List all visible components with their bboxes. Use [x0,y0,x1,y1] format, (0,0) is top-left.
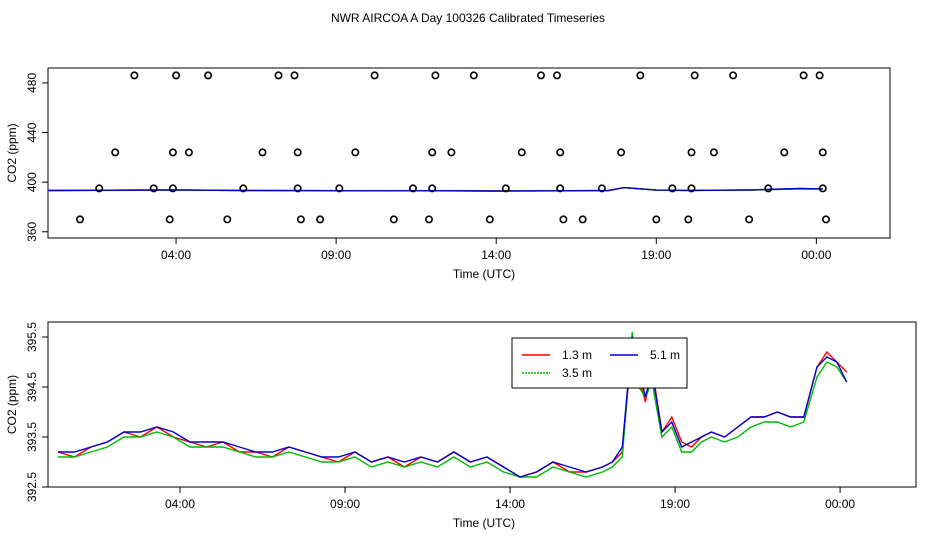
top-data-point [552,71,561,80]
top-data-point [258,148,267,157]
bottom-y-axis-label: CO2 (ppm) [5,375,19,434]
top-data-point [408,184,417,193]
bottom-series-line-5-1-m [57,336,848,478]
top-data-point [709,148,718,157]
top-data-point [424,215,433,224]
top-data-point [447,148,456,157]
top-data-point [687,148,696,157]
bottom-x-tick-label: 04:00 [165,497,195,511]
top-data-point [370,71,379,80]
top-data-point [780,148,789,157]
top-data-point [556,184,565,193]
top-data-point [764,184,773,193]
top-data-point [597,184,606,193]
top-y-axis-label: CO2 (ppm) [5,123,19,182]
top-x-tick-label: 19:00 [641,248,671,262]
top-plot-frame [47,67,891,239]
top-data-point [636,71,645,80]
top-data-point [690,71,699,80]
top-data-point [296,215,305,224]
top-data-point [389,215,398,224]
top-data-point [168,148,177,157]
bottom-y-tick-label: 394.5 [25,372,39,402]
top-data-point [517,148,526,157]
top-y-tick-label: 400 [25,172,39,192]
top-data-point [617,148,626,157]
top-data-point [799,71,808,80]
top-y-tick-label: 360 [25,221,39,241]
top-data-point [578,215,587,224]
top-data-point [652,215,661,224]
top-data-point [274,71,283,80]
top-series-line-5-1-m [48,186,823,192]
top-data-point [95,184,104,193]
top-data-point [821,215,830,224]
top-data-point [351,148,360,157]
top-panel: 04:00 09:00 14:00 19:00 00:00 360 400 440 480 Tim… [5,67,891,281]
top-x-tick-label: 00:00 [801,248,831,262]
top-data-point [668,184,677,193]
top-data-point [165,215,174,224]
top-data-point [684,215,693,224]
bottom-y-tick-label: 392.5 [25,472,39,502]
top-data-point [168,184,177,193]
bottom-legend: 1.3 m 3.5 m 5.1 m [511,337,688,389]
top-data-point [536,71,545,80]
top-data-point [815,71,824,80]
top-data-point [556,148,565,157]
top-data-point [335,184,344,193]
bottom-y-tick-label: 395.5 [25,322,39,352]
top-x-tick-label: 14:00 [481,248,511,262]
top-data-point [76,215,85,224]
top-x-tick-label: 04:00 [161,248,191,262]
top-data-point [485,215,494,224]
legend-label-5-1-m: 5.1 m [650,348,680,362]
bottom-x-tick-label: 14:00 [495,497,525,511]
bottom-x-tick-label: 19:00 [660,497,690,511]
top-data-point [428,184,437,193]
top-data-point [501,184,510,193]
top-data-point [293,148,302,157]
top-data-point [559,215,568,224]
legend-box [511,337,688,389]
top-y-tick-label: 440 [25,122,39,142]
top-data-point [172,71,181,80]
top-data-point [223,215,232,224]
bottom-y-tick-label: 393.5 [25,422,39,452]
bottom-plot-frame [47,321,917,488]
top-data-point [316,215,325,224]
bottom-x-axis-label: Time (UTC) [453,516,515,530]
top-data-point [239,184,248,193]
top-data-point [290,71,299,80]
top-data-point [111,148,120,157]
top-y-tick-label: 480 [25,73,39,93]
top-data-point [745,215,754,224]
legend-label-1-3-m: 1.3 m [562,348,592,362]
top-data-point [687,184,696,193]
top-data-point [431,71,440,80]
top-data-point [293,184,302,193]
top-data-point [428,148,437,157]
top-data-point [204,71,213,80]
top-x-tick-label: 09:00 [321,248,351,262]
legend-label-3-5-m: 3.5 m [562,366,592,380]
figure-title: NWR AIRCOA A Day 100326 Calibrated Times… [331,11,605,25]
top-data-point [130,71,139,80]
top-data-point [149,184,158,193]
top-data-point [469,71,478,80]
top-data-point [729,71,738,80]
bottom-panel: 04:00 09:00 14:00 19:00 00:00 392.5 393.5 394.5… [5,321,917,530]
bottom-x-tick-label: 09:00 [330,497,360,511]
bottom-x-tick-label: 00:00 [825,497,855,511]
top-x-axis-label: Time (UTC) [453,267,515,281]
top-data-point [184,148,193,157]
top-data-point [818,148,827,157]
top-data-point [818,184,827,193]
